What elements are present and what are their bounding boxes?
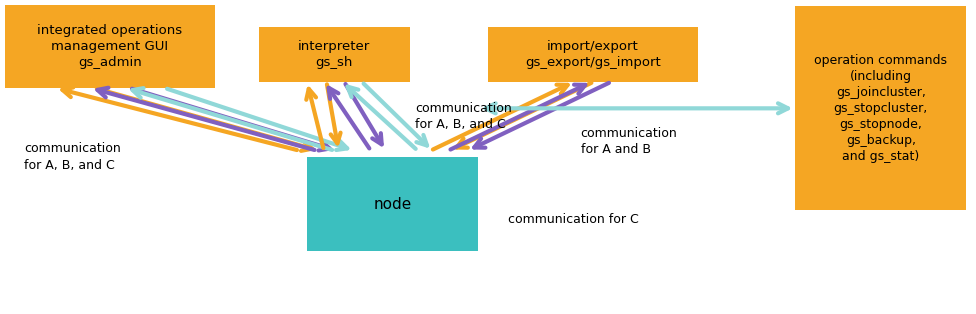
FancyBboxPatch shape [795,6,966,210]
FancyBboxPatch shape [488,27,698,82]
Text: communication
for A, B, and C: communication for A, B, and C [415,102,511,131]
Text: import/export
gs_export/gs_import: import/export gs_export/gs_import [525,40,661,69]
Text: integrated operations
management GUI
gs_admin: integrated operations management GUI gs_… [37,24,183,69]
Text: communication
for A, B, and C: communication for A, B, and C [24,143,121,171]
Text: operation commands
(including
gs_joincluster,
gs_stopcluster,
gs_stopnode,
gs_ba: operation commands (including gs_joinclu… [814,54,948,163]
Text: communication for C: communication for C [508,213,638,226]
Text: interpreter
gs_sh: interpreter gs_sh [298,40,371,69]
Text: node: node [374,197,412,212]
FancyBboxPatch shape [307,157,478,251]
FancyBboxPatch shape [5,5,215,88]
Text: communication
for A and B: communication for A and B [581,127,677,156]
FancyBboxPatch shape [259,27,410,82]
